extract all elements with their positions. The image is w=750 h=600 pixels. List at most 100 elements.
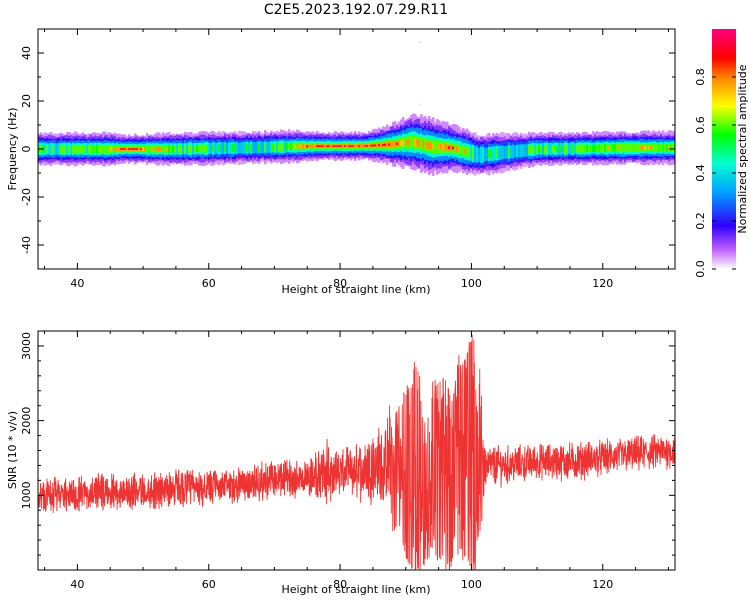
spectrogram-cell xyxy=(540,145,543,153)
spectrogram-cell xyxy=(208,142,211,155)
spectrogram-cell xyxy=(76,144,79,154)
spectrogram-cell xyxy=(224,144,227,152)
spectrogram-cell xyxy=(386,142,389,147)
spectrogram-cell xyxy=(572,144,575,153)
spectrogram-cell xyxy=(398,140,401,147)
snr-x-tick-label: 60 xyxy=(202,578,216,591)
spectrogram-cell xyxy=(122,148,125,150)
spectrogram-cell xyxy=(520,144,523,158)
spectrogram-cell xyxy=(146,145,149,153)
spectrogram-cell xyxy=(360,144,363,148)
spectrogram-cell xyxy=(588,144,591,153)
spectrogram-y-label: Frequency (Hz) xyxy=(6,108,19,191)
spectrogram-cell xyxy=(478,148,481,162)
spectrogram-cell xyxy=(448,146,451,149)
spectrogram-cell xyxy=(530,145,533,154)
spectrogram-cell xyxy=(334,145,337,147)
spectrogram-cell xyxy=(52,145,55,153)
spectrogram-cell xyxy=(108,145,111,153)
spectrogram-cell xyxy=(302,144,305,149)
spectrogram-cell xyxy=(290,142,293,151)
colorbar-ticks: 0.0 0.2 0.4 0.6 0.8 xyxy=(694,68,736,278)
spectrogram-cell xyxy=(424,138,427,152)
spectrogram-cell xyxy=(632,144,635,152)
spectrogram-cell xyxy=(156,146,159,152)
spectrogram-cell xyxy=(306,145,309,148)
spectrogram-cell xyxy=(484,147,487,162)
spectrogram-cell xyxy=(528,146,531,154)
spectrogram-cell xyxy=(172,145,175,153)
spectrogram-y-tick-label: 40 xyxy=(20,46,33,60)
spectrogram-cell xyxy=(444,144,447,151)
spectrogram-cell xyxy=(68,145,71,153)
spectrogram-cell xyxy=(106,145,109,153)
spectrogram-x-tick-label: 120 xyxy=(592,277,613,290)
spectrogram-cell xyxy=(396,142,399,145)
colorbar-tick-label: 0.2 xyxy=(694,212,707,230)
spectrogram-cell xyxy=(102,144,105,154)
spectrogram-cell xyxy=(506,145,509,159)
spectrogram-cell xyxy=(232,144,235,152)
spectrogram-cell xyxy=(432,143,435,151)
spectrogram-cell xyxy=(648,145,651,150)
snr-x-ticks: 40 60 80 100 120 xyxy=(44,331,669,591)
spectrogram-cell xyxy=(190,145,193,153)
spectrogram-cell xyxy=(168,145,171,153)
spectrogram-cell xyxy=(458,146,461,153)
colorbar-tick-label: 0.8 xyxy=(694,68,707,86)
spectrogram-cell xyxy=(564,144,567,153)
spectrogram-cell xyxy=(72,144,75,154)
spectrogram-cell xyxy=(394,141,397,147)
spectrogram-cell xyxy=(124,148,127,150)
spectrogram-cell xyxy=(200,144,203,153)
spectrogram-cell xyxy=(364,145,367,147)
spectrogram-cell xyxy=(150,145,153,153)
spectrogram-cell xyxy=(486,147,489,161)
snr-y-tick-label: 1000 xyxy=(20,481,33,509)
spectrogram-cell xyxy=(236,141,239,155)
spectrogram-cell xyxy=(614,143,617,153)
spectrogram-cell xyxy=(574,143,577,154)
spectrogram-cell xyxy=(536,145,539,153)
spectrogram-cell xyxy=(272,143,275,151)
spectrogram-cell xyxy=(436,140,439,154)
spectrogram-cell xyxy=(136,148,139,150)
spectrogram-cell xyxy=(554,145,557,153)
spectrogram-cell xyxy=(286,142,289,151)
spectrogram-cell xyxy=(654,144,657,152)
spectrogram-cell xyxy=(516,144,519,158)
spectrogram-cell xyxy=(666,144,669,152)
spectrogram-cell xyxy=(662,144,665,152)
spectrogram-cell xyxy=(374,144,377,147)
spectrogram-cell xyxy=(292,143,295,150)
snr-y-tick-label: 3000 xyxy=(20,332,33,360)
spectrogram-cell xyxy=(88,145,91,153)
spectrogram-cell xyxy=(630,144,633,152)
spectrogram-cell xyxy=(558,142,561,155)
spectrogram-heatmap xyxy=(38,41,675,176)
spectrogram-cell xyxy=(452,146,455,150)
spectrogram-cell xyxy=(310,144,313,149)
spectrogram-cell xyxy=(480,146,483,163)
spectrogram-cell xyxy=(476,146,479,163)
spectrogram-cell xyxy=(252,141,255,154)
snr-panel: 40 60 80 100 120 1000 2000 3000 Height of stra… xyxy=(6,330,676,596)
spectrogram-cell xyxy=(418,41,421,43)
spectrogram-cell xyxy=(652,143,655,152)
spectrogram-cell xyxy=(340,145,343,147)
snr-x-label: Height of straight line (km) xyxy=(281,583,430,596)
spectrogram-cell xyxy=(50,142,53,156)
spectrogram-cell xyxy=(58,143,61,155)
spectrogram-cell xyxy=(532,145,535,154)
spectrogram-cell xyxy=(430,142,433,150)
spectrogram-cell xyxy=(548,142,551,155)
spectrogram-cell xyxy=(78,145,81,153)
spectrogram-cell xyxy=(356,144,359,148)
spectrogram-cell xyxy=(274,142,277,151)
spectrogram-cell xyxy=(362,144,365,148)
spectrogram-cell xyxy=(406,139,409,146)
spectrogram-cell xyxy=(510,145,513,158)
spectrogram-cell xyxy=(612,144,615,152)
spectrogram-cell xyxy=(580,144,583,153)
spectrogram-cell xyxy=(388,143,391,146)
